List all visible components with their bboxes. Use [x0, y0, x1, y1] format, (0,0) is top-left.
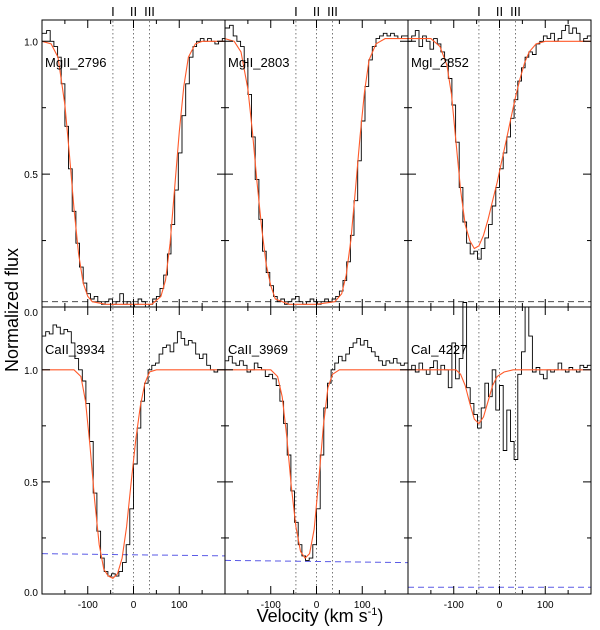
- model-fit-curve: [42, 369, 225, 579]
- component-label-3: III: [144, 4, 155, 19]
- panel-title: CaII_3934: [45, 342, 105, 357]
- panel-caii-3969: -100 0 100 CaII_3969: [224, 306, 409, 611]
- component-label-3: III: [327, 4, 338, 19]
- x-tick-label: -100: [78, 600, 98, 611]
- component-label-2: II: [496, 4, 503, 19]
- observed-spectrum: [408, 24, 591, 260]
- y-tick-label-zero-bottom: 0.0: [24, 588, 38, 599]
- y-tick-label: 0.5: [24, 170, 38, 181]
- panel-title: MgII_2796: [45, 55, 106, 70]
- x-tick-label: 100: [171, 600, 188, 611]
- panel-title: CaII_3969: [228, 342, 288, 357]
- x-axis-label: Velocity (km s-1): [257, 606, 384, 626]
- panel-mgii-2796: 0.5 1.0 MgII_2796: [24, 19, 226, 308]
- model-fit-curve: [41, 40, 225, 305]
- panel-title: MgII_2803: [228, 55, 289, 70]
- component-label-2: II: [130, 4, 137, 19]
- x-tick-label: 0: [131, 600, 137, 611]
- error-level-line: [41, 553, 226, 557]
- y-tick-label: 1.0: [24, 366, 38, 377]
- observed-spectrum: [408, 302, 591, 460]
- y-tick-label: 0.5: [24, 478, 38, 489]
- panel-cai-4227: -100 0 100 CaI_4227: [407, 302, 592, 611]
- observed-spectrum: [225, 337, 408, 561]
- x-axis-label-sup: -1: [368, 606, 378, 618]
- component-label-1: I: [111, 4, 115, 19]
- y-axis-label: Normalized flux: [2, 248, 22, 372]
- x-tick-label: -100: [261, 600, 281, 611]
- model-fit-curve: [408, 369, 591, 425]
- x-axis-label-close: ): [377, 606, 383, 626]
- panel-mgi-2852: MgI_2852: [407, 19, 592, 308]
- component-markers: I II III I II III I II III: [111, 4, 521, 19]
- y-tick-label-zero: 0.0: [24, 308, 38, 319]
- component-label-1: I: [477, 4, 481, 19]
- x-tick-label: 0: [314, 600, 320, 611]
- x-axis-label-main: Velocity (km s: [257, 606, 368, 626]
- component-label-3: III: [510, 4, 521, 19]
- x-tick-label: 100: [537, 600, 554, 611]
- panel-mgii-2803: MgII_2803: [224, 19, 409, 308]
- panel-title: MgI_2852: [411, 55, 469, 70]
- model-fit-curve: [225, 369, 408, 559]
- panel-title: CaI_4227: [411, 342, 467, 357]
- error-level-line: [224, 559, 409, 564]
- y-tick-label: 1.0: [24, 37, 38, 48]
- x-tick-label: 100: [354, 600, 371, 611]
- x-tick-label: 0: [497, 600, 503, 611]
- model-fit-curve: [408, 38, 591, 250]
- component-label-1: I: [294, 4, 298, 19]
- panel-caii-3934: 0.5 1.0 -100 0 100 CaII_3934: [24, 306, 226, 611]
- observed-spectrum: [42, 324, 225, 577]
- component-label-2: II: [313, 4, 320, 19]
- x-tick-label: -100: [444, 600, 464, 611]
- panels-group: 0.5 1.0 MgII_2796 MgII_2803 MgI_2852 0.5 1.0 -1…: [24, 19, 592, 611]
